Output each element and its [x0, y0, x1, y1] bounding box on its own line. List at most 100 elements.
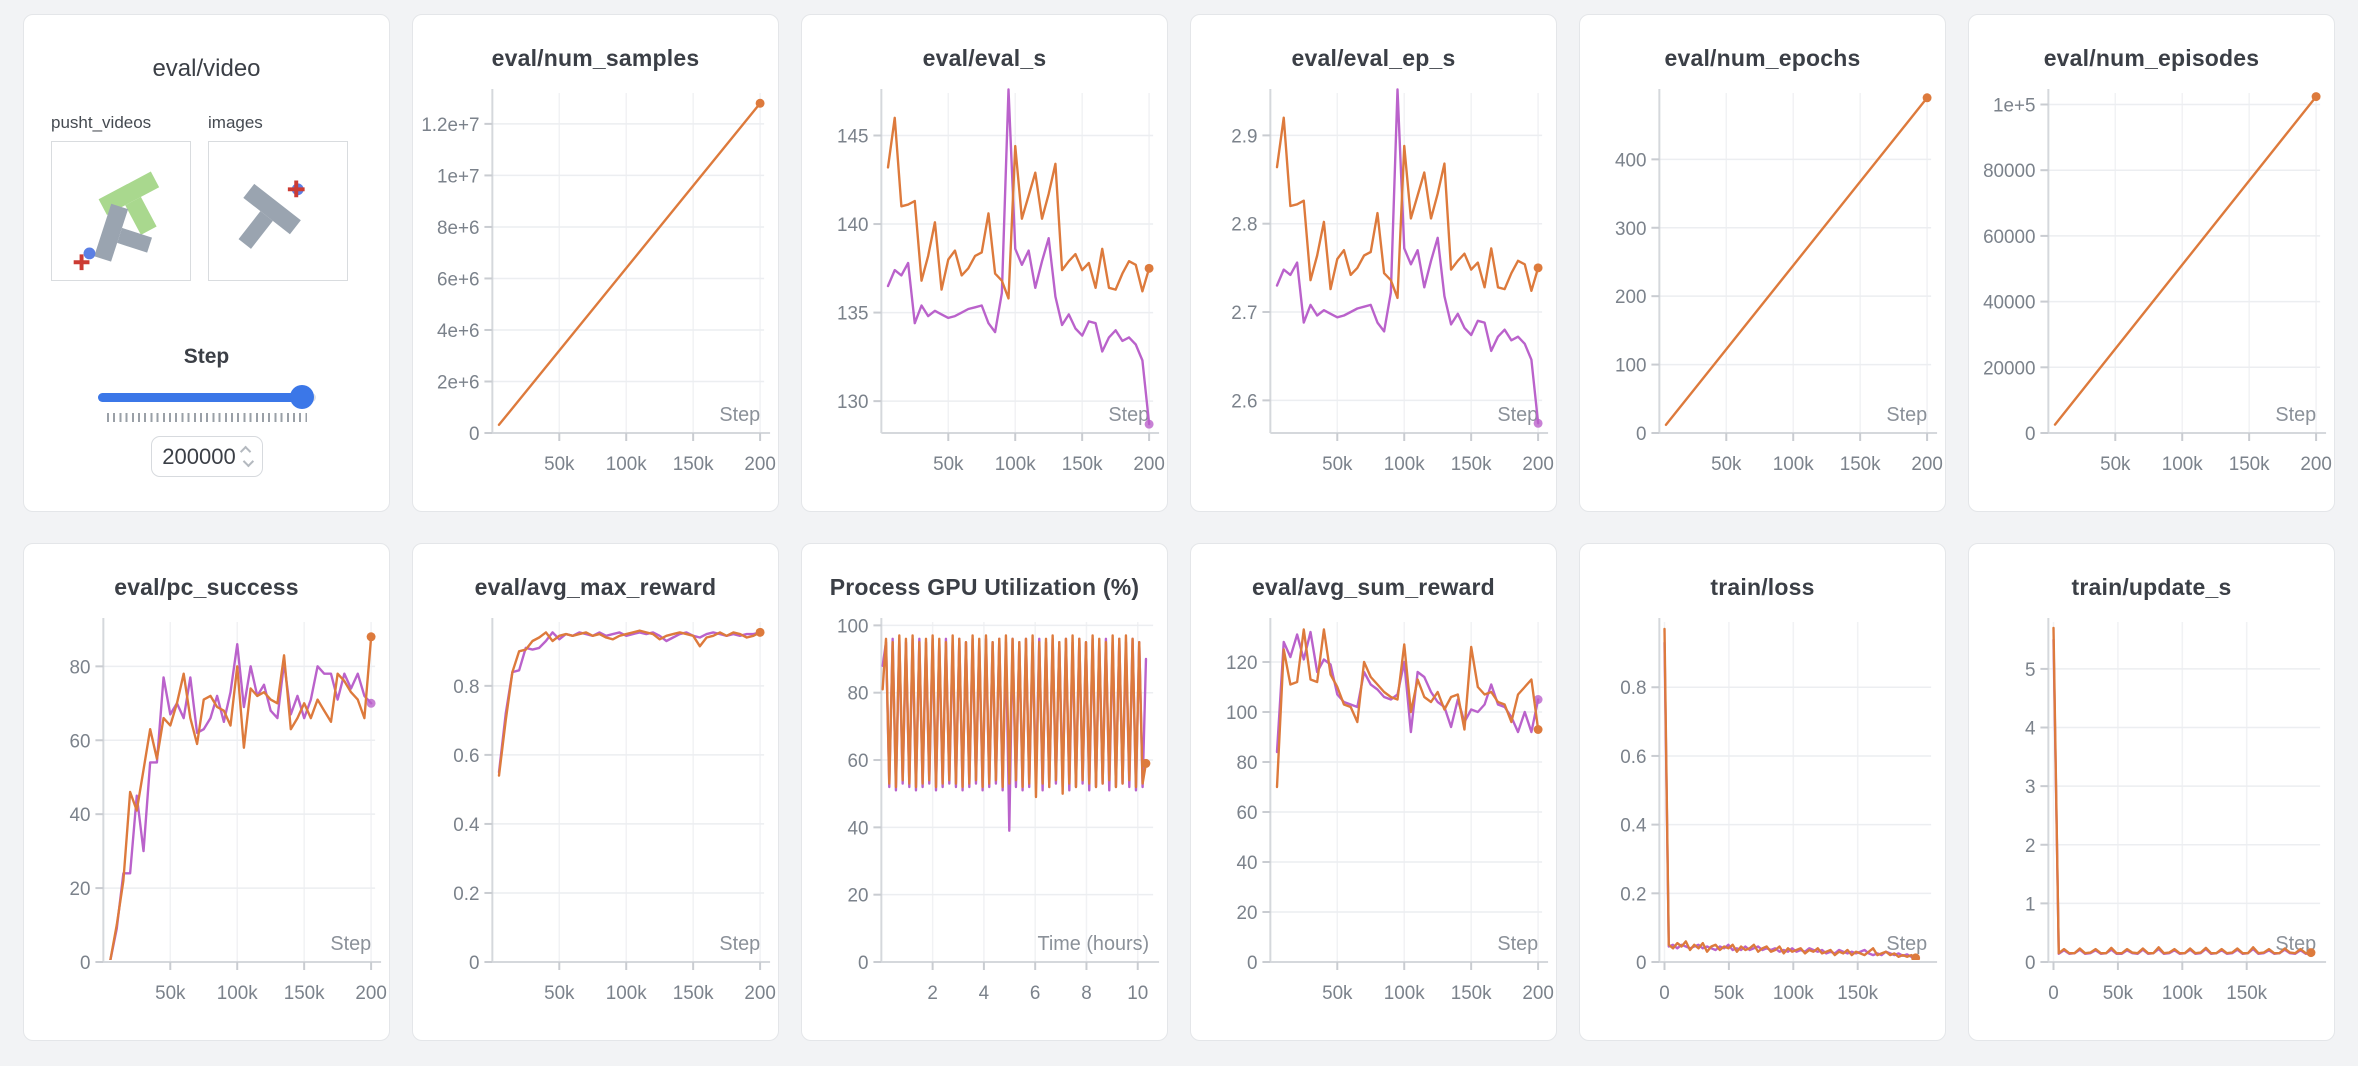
svg-text:50k: 50k	[2103, 983, 2134, 1004]
svg-text:200: 200	[744, 454, 775, 475]
svg-text:100: 100	[1226, 703, 1257, 724]
media-panel-title: eval/video	[152, 55, 261, 82]
step-value: 200000	[162, 443, 236, 469]
svg-text:5: 5	[2025, 660, 2035, 681]
svg-text:60: 60	[70, 731, 91, 752]
chart-title: train/loss	[1710, 574, 1815, 600]
svg-text:200: 200	[2300, 454, 2331, 475]
svg-text:0: 0	[858, 953, 868, 974]
chart-title: eval/avg_sum_reward	[1252, 574, 1495, 600]
svg-text:0: 0	[469, 953, 479, 974]
slider-fill	[97, 393, 303, 402]
chart-title: train/update_s	[2071, 574, 2232, 600]
svg-text:0: 0	[2025, 953, 2035, 974]
svg-text:50k: 50k	[1714, 983, 1745, 1004]
svg-text:1.2e+7: 1.2e+7	[421, 115, 479, 136]
svg-text:40: 40	[848, 818, 869, 839]
svg-text:0.2: 0.2	[453, 884, 479, 905]
svg-text:0: 0	[1636, 953, 1646, 974]
pusht-video-frame	[73, 171, 160, 271]
svg-text:4: 4	[2025, 718, 2035, 739]
chart-canvas[interactable]: 0 100 200 300 400 50k 100k 150k 200 Step	[1580, 83, 1945, 503]
chart-panel: eval/num_epochs 0 100 200 300 400 50k 100k 150k…	[1579, 14, 1946, 512]
step-number-input[interactable]: 200000	[150, 436, 263, 477]
svg-text:Step: Step	[719, 404, 760, 426]
svg-text:0.4: 0.4	[1620, 816, 1646, 837]
svg-text:0: 0	[469, 424, 479, 445]
chart-title: eval/num_episodes	[2043, 45, 2260, 71]
chart-canvas[interactable]: 130 135 140 145 50k 100k 150k 200 Step	[802, 83, 1167, 503]
chart-panel: train/loss 0 0.2 0.4 0.6 0.8 0 50k 100k 150k Step	[1579, 543, 1946, 1041]
chart-panel: eval/pc_success 0 20 40 60 80 50k 100k 150k 200 S…	[23, 543, 390, 1041]
chart-canvas[interactable]: 0 20 40 60 80 100 120 50k 100k 150k 200 Step	[1191, 612, 1556, 1032]
svg-text:100k: 100k	[217, 983, 258, 1004]
svg-text:150k: 150k	[673, 983, 714, 1004]
svg-text:6e+6: 6e+6	[437, 269, 479, 290]
gray-t-shape	[238, 183, 301, 249]
svg-text:50k: 50k	[1711, 454, 1742, 475]
svg-text:100k: 100k	[2162, 454, 2203, 475]
svg-text:140: 140	[837, 215, 868, 236]
thumb-row	[51, 141, 389, 281]
chart-title: eval/num_samples	[491, 45, 700, 71]
image-thumbnail[interactable]	[208, 141, 348, 281]
svg-text:8e+6: 8e+6	[437, 218, 479, 239]
chart-canvas[interactable]: 0 20 40 60 80 100 2 4 6 8 10 Time (hours)	[802, 612, 1167, 1032]
svg-text:150k: 150k	[1840, 454, 1881, 475]
svg-text:2.8: 2.8	[1231, 215, 1257, 236]
svg-text:2: 2	[927, 983, 937, 1004]
slider-ruler	[106, 413, 307, 422]
svg-text:200: 200	[355, 983, 386, 1004]
svg-text:100k: 100k	[1384, 454, 1425, 475]
svg-text:1: 1	[2025, 894, 2035, 915]
svg-text:100k: 100k	[606, 454, 647, 475]
thumb-captions: pusht_videos images	[51, 113, 389, 133]
svg-text:Step: Step	[2275, 404, 2316, 426]
svg-text:80: 80	[70, 657, 91, 678]
svg-text:Step: Step	[1497, 404, 1538, 426]
stepper-up-icon[interactable]	[239, 445, 251, 458]
svg-text:200: 200	[744, 983, 775, 1004]
chart-title: Process GPU Utilization (%)	[829, 574, 1140, 600]
svg-text:3: 3	[2025, 777, 2035, 798]
svg-text:150k: 150k	[1062, 454, 1103, 475]
chart-canvas[interactable]: 0 0.2 0.4 0.6 0.8 50k 100k 150k 200 Step	[413, 612, 778, 1032]
svg-text:50k: 50k	[933, 454, 964, 475]
chart-title: eval/eval_s	[922, 45, 1047, 71]
chart-canvas[interactable]: 0 20000 40000 60000 80000 1e+5 50k 100k 150k 200 S…	[1969, 83, 2334, 503]
step-slider-label: Step	[183, 345, 230, 368]
video-thumbnail[interactable]	[51, 141, 191, 281]
step-slider[interactable]	[97, 385, 316, 409]
svg-text:0: 0	[2025, 424, 2035, 445]
svg-text:200: 200	[1522, 454, 1553, 475]
svg-text:100: 100	[1615, 356, 1646, 377]
svg-text:0: 0	[2048, 983, 2058, 1004]
svg-text:20: 20	[70, 879, 91, 900]
chart-canvas[interactable]: 0 20 40 60 80 50k 100k 150k 200 Step	[24, 612, 389, 1032]
svg-text:80000: 80000	[1983, 161, 2035, 182]
svg-text:200: 200	[1615, 287, 1646, 308]
goal-cross	[73, 254, 90, 271]
svg-text:150k: 150k	[2229, 454, 2270, 475]
chart-canvas[interactable]: 0 2e+6 4e+6 6e+6 8e+6 1e+7 1.2e+7 50k 100k 150k 20…	[413, 83, 778, 503]
chart-panel: eval/eval_ep_s 2.6 2.7 2.8 2.9 50k 100k 150k 20…	[1190, 14, 1557, 512]
media-panel-eval-video: eval/video pusht_videos images	[23, 14, 390, 512]
svg-text:0: 0	[1659, 983, 1669, 1004]
svg-text:50k: 50k	[544, 983, 575, 1004]
stepper-down-icon[interactable]	[242, 455, 254, 468]
chart-panel: eval/num_episodes 0 20000 40000 60000 80000 1…	[1968, 14, 2335, 512]
agent-dot	[83, 247, 96, 260]
svg-text:20: 20	[1237, 903, 1258, 924]
svg-text:60: 60	[848, 751, 869, 772]
slider-thumb[interactable]	[290, 385, 315, 409]
svg-text:400: 400	[1615, 150, 1646, 171]
svg-text:200: 200	[1522, 983, 1553, 1004]
svg-text:100k: 100k	[995, 454, 1036, 475]
chart-canvas[interactable]: 2.6 2.7 2.8 2.9 50k 100k 150k 200 Step	[1191, 83, 1556, 503]
svg-text:50k: 50k	[1322, 454, 1353, 475]
svg-text:100k: 100k	[1773, 454, 1814, 475]
goal-cross	[287, 180, 305, 198]
chart-canvas[interactable]: 0 0.2 0.4 0.6 0.8 0 50k 100k 150k Step	[1580, 612, 1945, 1032]
svg-text:200: 200	[1133, 454, 1164, 475]
